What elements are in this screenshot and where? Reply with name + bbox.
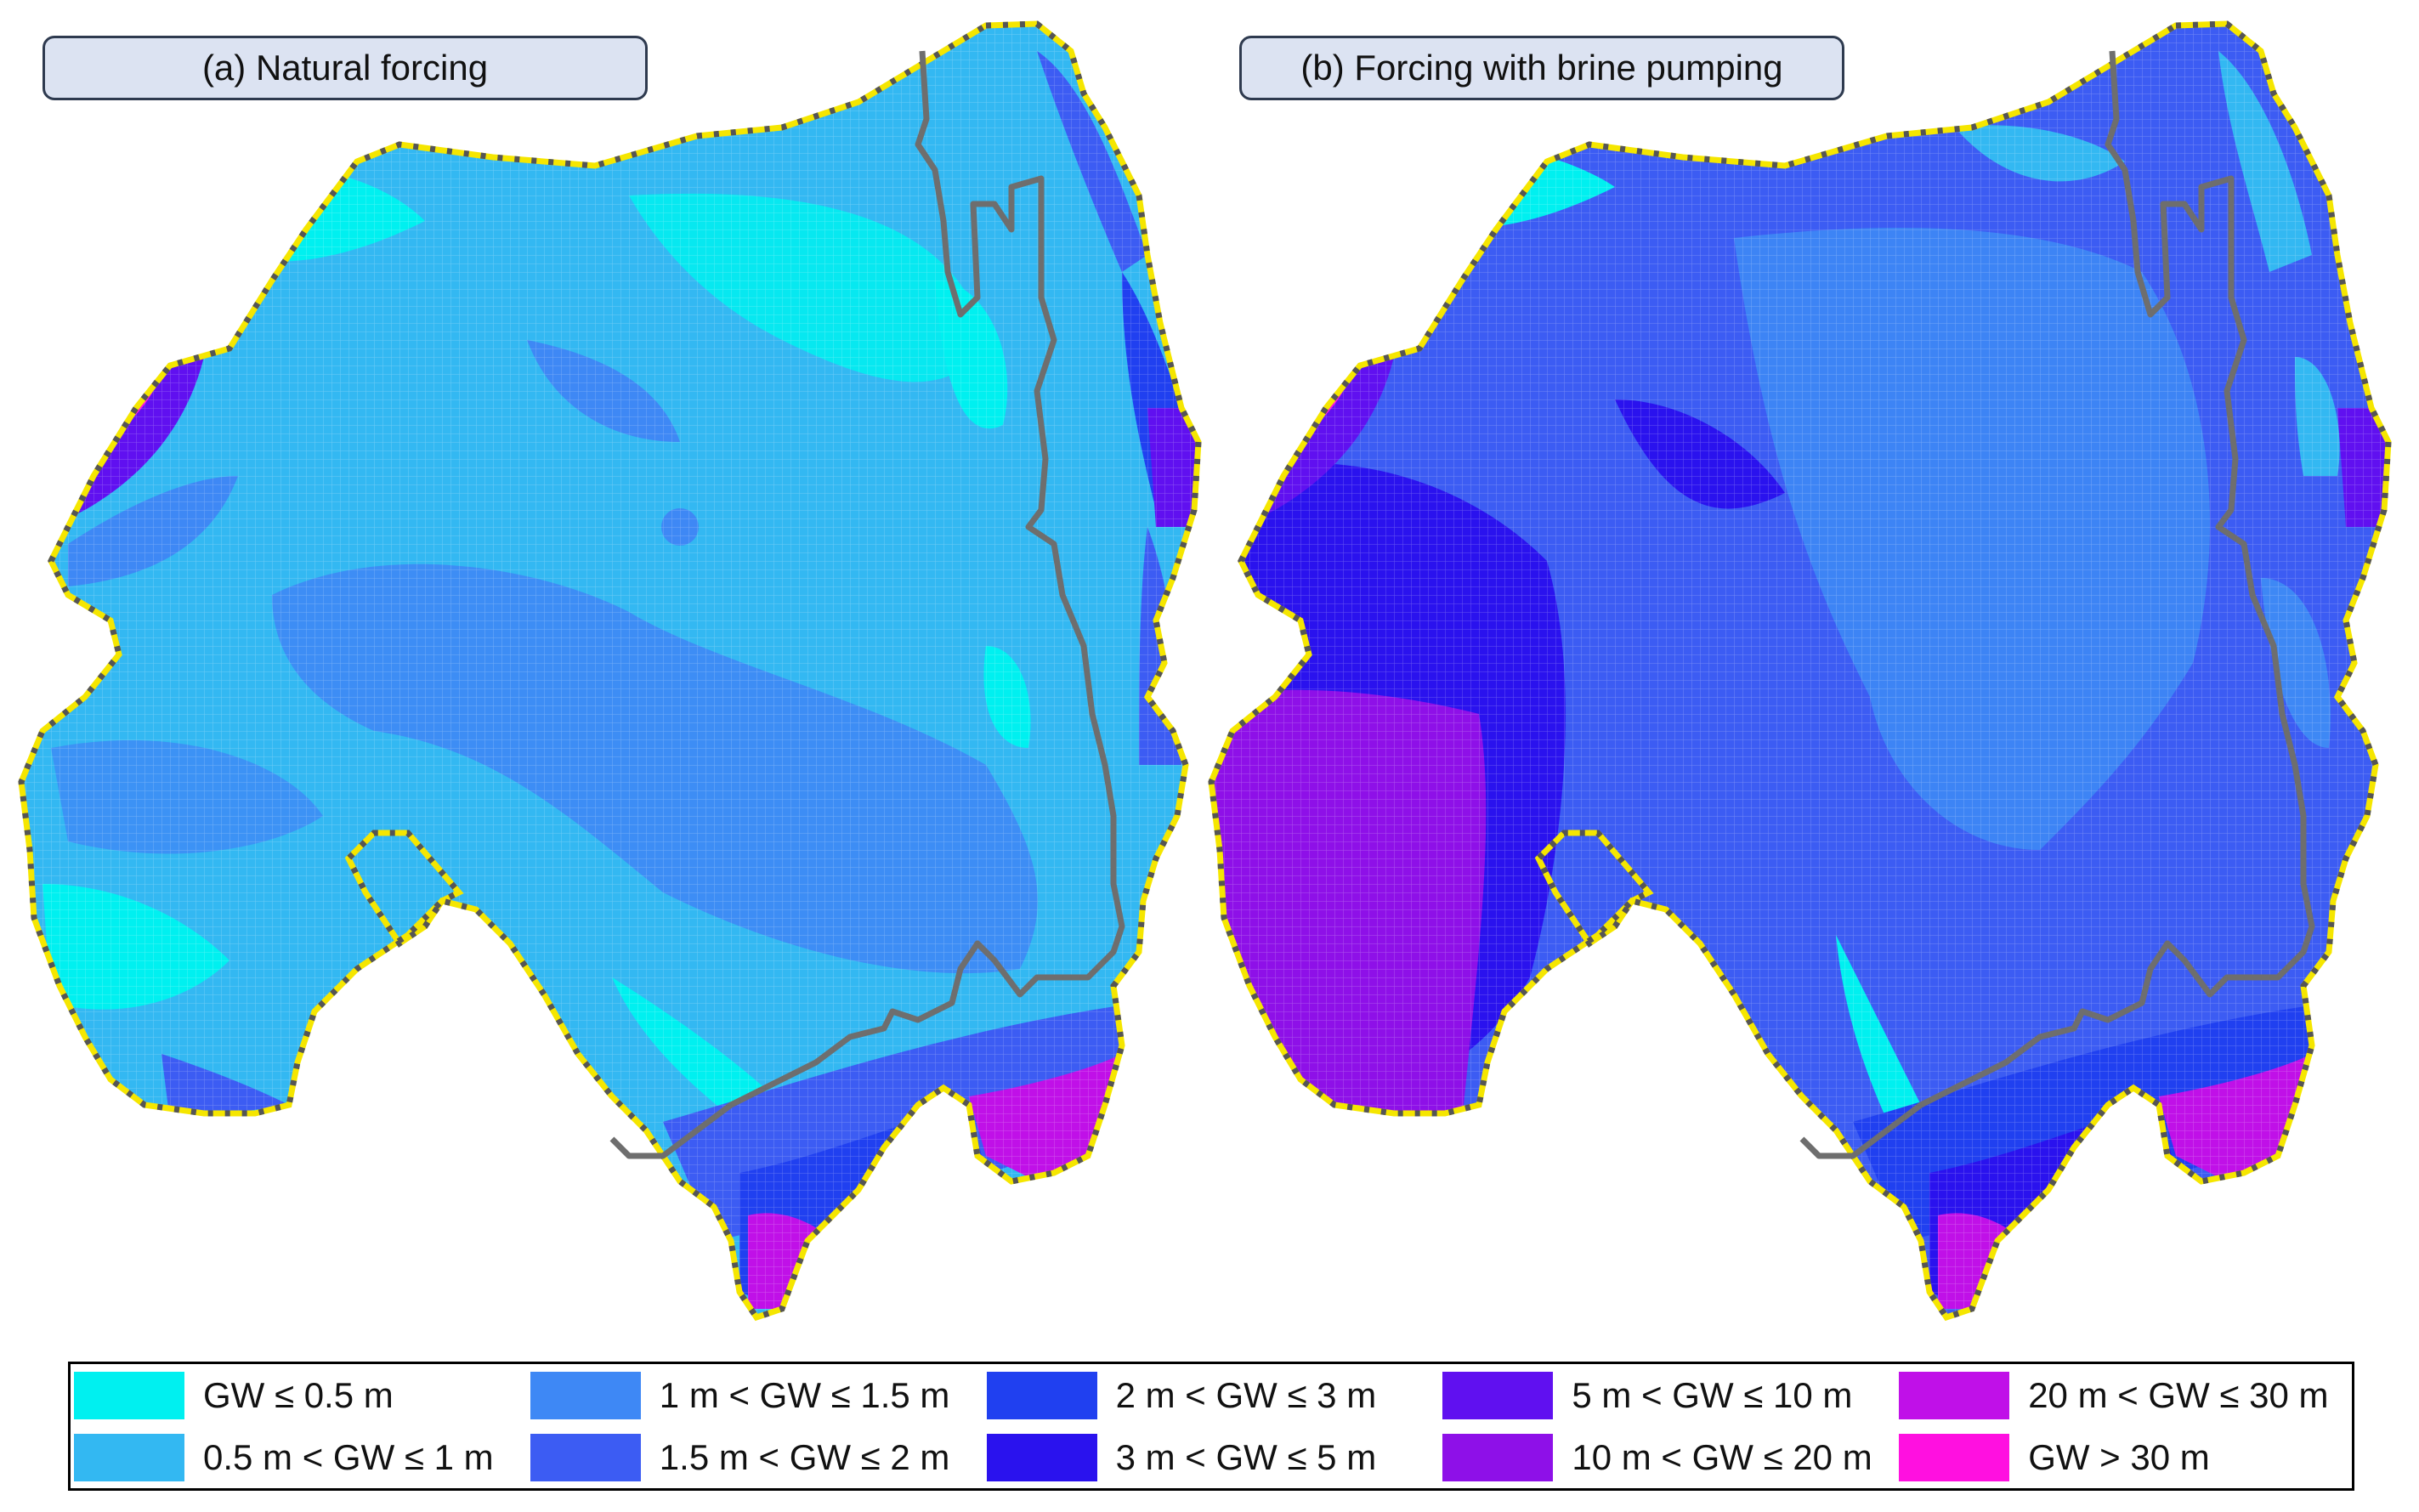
legend-label: 20 m < GW ≤ 30 m bbox=[2028, 1374, 2329, 1415]
legend-item: 10 m < GW ≤ 20 m bbox=[1439, 1426, 1895, 1488]
legend-item: 5 m < GW ≤ 10 m bbox=[1439, 1364, 1895, 1426]
panel-label-a: (a) Natural forcing bbox=[42, 36, 648, 100]
legend-label: GW > 30 m bbox=[2028, 1436, 2210, 1477]
legend-swatch bbox=[986, 1433, 1097, 1481]
legend-label: 3 m < GW ≤ 5 m bbox=[1115, 1436, 1377, 1477]
legend-swatch bbox=[1899, 1433, 2010, 1481]
map-panel-brine-pumping: (b) Forcing with brine pumping bbox=[1207, 0, 2414, 1326]
legend-item: 0.5 m < GW ≤ 1 m bbox=[71, 1426, 527, 1488]
legend-swatch bbox=[1442, 1371, 1554, 1419]
legend-swatch bbox=[530, 1371, 641, 1419]
legend-swatch bbox=[1442, 1433, 1554, 1481]
legend-swatch bbox=[1899, 1371, 2010, 1419]
groundwater-map-b bbox=[1207, 0, 2414, 1326]
legend-item: GW > 30 m bbox=[1895, 1426, 2352, 1488]
legend-label: 1 m < GW ≤ 1.5 m bbox=[659, 1374, 950, 1415]
groundwater-map-a bbox=[17, 0, 1224, 1326]
legend-swatch bbox=[74, 1433, 184, 1481]
legend: GW ≤ 0.5 m 0.5 m < GW ≤ 1 m 1 m < GW ≤ 1.5… bbox=[68, 1362, 2354, 1491]
legend-item: 20 m < GW ≤ 30 m bbox=[1895, 1364, 2352, 1426]
panel-label-b: (b) Forcing with brine pumping bbox=[1239, 36, 1844, 100]
legend-swatch bbox=[74, 1371, 184, 1419]
legend-label: 2 m < GW ≤ 3 m bbox=[1115, 1374, 1377, 1415]
legend-label: 0.5 m < GW ≤ 1 m bbox=[203, 1436, 494, 1477]
legend-item: 1 m < GW ≤ 1.5 m bbox=[527, 1364, 983, 1426]
legend-item: GW ≤ 0.5 m bbox=[71, 1364, 527, 1426]
legend-label: 5 m < GW ≤ 10 m bbox=[1572, 1374, 1853, 1415]
map-panel-natural-forcing: (a) Natural forcing bbox=[17, 0, 1224, 1326]
legend-item: 2 m < GW ≤ 3 m bbox=[983, 1364, 1440, 1426]
legend-label: 1.5 m < GW ≤ 2 m bbox=[659, 1436, 950, 1477]
legend-swatch bbox=[986, 1371, 1097, 1419]
legend-item: 3 m < GW ≤ 5 m bbox=[983, 1426, 1440, 1488]
legend-item: 1.5 m < GW ≤ 2 m bbox=[527, 1426, 983, 1488]
legend-label: GW ≤ 0.5 m bbox=[203, 1374, 394, 1415]
legend-swatch bbox=[530, 1433, 641, 1481]
legend-label: 10 m < GW ≤ 20 m bbox=[1572, 1436, 1872, 1477]
